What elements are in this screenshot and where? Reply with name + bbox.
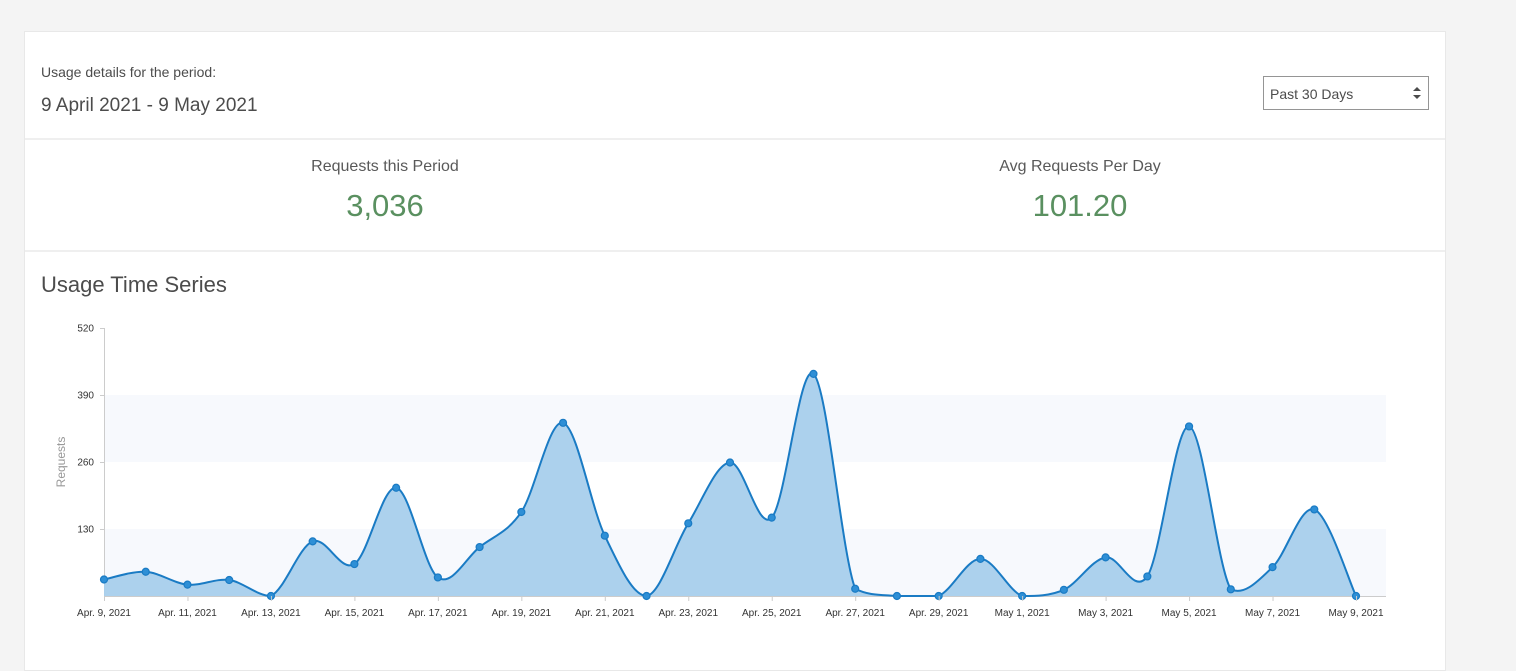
y-tick-label: 130 [77, 525, 94, 536]
x-tick-label: May 9, 2021 [1328, 608, 1383, 619]
x-tick-label: Apr. 27, 2021 [825, 608, 885, 619]
data-point[interactable] [99, 575, 109, 584]
data-point[interactable] [684, 519, 693, 528]
requests-value: 3,036 [346, 188, 424, 223]
avg-stat: Avg Requests Per Day 101.20 [780, 158, 1380, 224]
data-point[interactable] [1268, 563, 1277, 572]
data-point[interactable] [1059, 585, 1068, 594]
data-point[interactable] [225, 575, 234, 585]
period-select[interactable]: Past 30 Days [1263, 76, 1429, 110]
x-tick-label: May 7, 2021 [1245, 608, 1300, 619]
sort-arrows-icon [1413, 87, 1421, 99]
stats-divider [25, 250, 1445, 252]
data-point[interactable] [517, 507, 526, 517]
data-point[interactable] [851, 584, 860, 593]
data-point[interactable] [1143, 572, 1152, 581]
period-select-value: Past 30 Days [1270, 86, 1354, 102]
data-point[interactable] [725, 458, 735, 467]
data-point[interactable] [392, 483, 401, 492]
x-tick-label: Apr. 15, 2021 [325, 608, 385, 619]
period-range: 9 April 2021 - 9 May 2021 [41, 95, 258, 116]
section-title: Usage Time Series [41, 272, 227, 297]
x-tick-label: Apr. 11, 2021 [158, 608, 217, 619]
data-point[interactable] [141, 567, 150, 576]
data-point[interactable] [1310, 505, 1319, 514]
x-tick-label: May 5, 2021 [1162, 608, 1217, 619]
data-point[interactable] [308, 537, 317, 546]
data-point[interactable] [1101, 553, 1110, 562]
x-tick-label: Apr. 25, 2021 [742, 608, 802, 619]
data-point[interactable] [1184, 422, 1194, 431]
x-axis-ticks: Apr. 9, 2021 Apr. 11, 2021 Apr. 13, 2021 Ap… [77, 596, 1384, 619]
period-label: Usage details for the period: [41, 64, 217, 80]
y-tick-label: 260 [77, 458, 94, 469]
data-point[interactable] [1226, 585, 1235, 594]
data-point[interactable] [433, 573, 442, 582]
data-point[interactable] [767, 513, 776, 522]
x-tick-label: Apr. 23, 2021 [659, 608, 719, 619]
data-point[interactable] [600, 531, 609, 540]
data-point[interactable] [809, 369, 818, 378]
data-point[interactable] [350, 559, 359, 569]
data-point[interactable] [475, 542, 484, 552]
y-tick-label: 520 [77, 324, 94, 335]
x-tick-label: Apr. 29, 2021 [909, 608, 969, 619]
avg-value: 101.20 [1032, 188, 1128, 223]
y-tick-label: 390 [77, 391, 94, 402]
series-line [103, 372, 1357, 598]
x-tick-label: May 1, 2021 [995, 608, 1050, 619]
x-tick-label: May 3, 2021 [1078, 608, 1133, 619]
data-point[interactable] [558, 418, 568, 427]
avg-label: Avg Requests Per Day [999, 158, 1161, 175]
header-divider [25, 138, 1445, 140]
x-tick-label: Apr. 13, 2021 [241, 608, 301, 619]
data-point[interactable] [892, 591, 902, 601]
grid-band [104, 395, 1386, 462]
requests-label: Requests this Period [311, 158, 459, 175]
x-tick-label: Apr. 9, 2021 [77, 608, 131, 619]
x-tick-label: Apr. 17, 2021 [408, 608, 468, 619]
data-point[interactable] [642, 591, 651, 601]
series-area [104, 373, 1356, 596]
data-point[interactable] [976, 554, 985, 563]
data-point[interactable] [1018, 591, 1027, 601]
requests-stat: Requests this Period 3,036 [85, 158, 685, 224]
axis-lines [104, 328, 1386, 597]
y-axis-title: Requests [54, 437, 68, 488]
y-axis-ticks: 130 260 390 520 [77, 324, 104, 536]
data-point[interactable] [183, 580, 192, 589]
x-tick-label: Apr. 21, 2021 [575, 608, 635, 619]
x-tick-label: Apr. 19, 2021 [492, 608, 552, 619]
